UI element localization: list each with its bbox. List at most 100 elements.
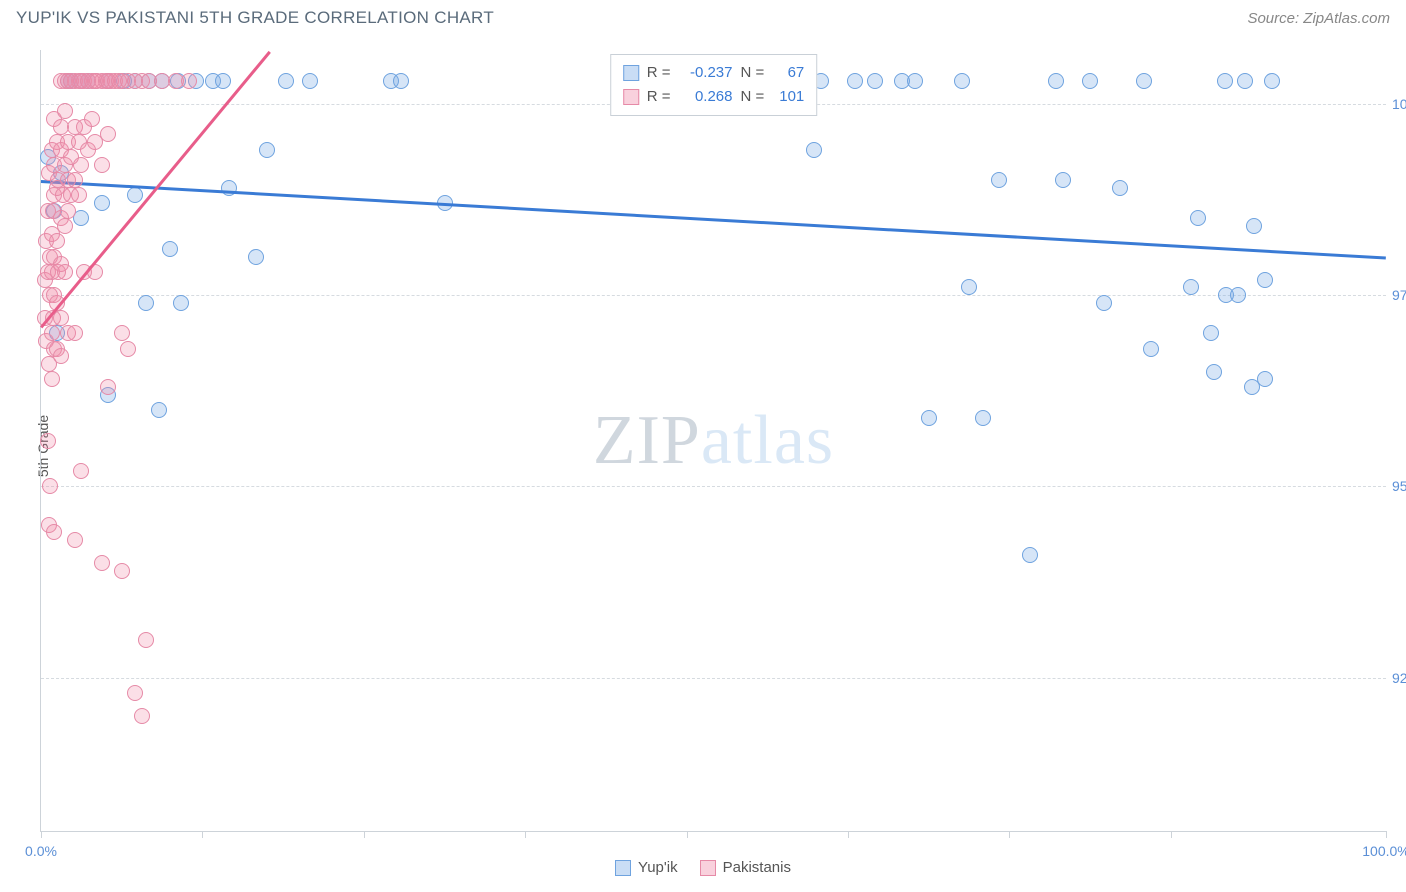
data-point xyxy=(120,341,136,357)
data-point xyxy=(127,685,143,701)
data-point xyxy=(57,264,73,280)
data-point xyxy=(975,410,991,426)
stats-row: R = -0.237 N = 67 xyxy=(623,61,805,85)
data-point xyxy=(278,73,294,89)
y-tick-label: 92.5% xyxy=(1392,670,1406,686)
stats-box: R = -0.237 N = 67 R = 0.268 N = 101 xyxy=(610,54,818,116)
data-point xyxy=(73,463,89,479)
x-tick-label: 0.0% xyxy=(25,843,57,859)
data-point xyxy=(1257,272,1273,288)
data-point xyxy=(847,73,863,89)
data-point xyxy=(73,210,89,226)
stat-r-value: 0.268 xyxy=(679,85,733,109)
data-point xyxy=(259,142,275,158)
data-point xyxy=(867,73,883,89)
data-point xyxy=(67,325,83,341)
legend: Yup'ik Pakistanis xyxy=(0,859,1406,876)
swatch-icon xyxy=(623,89,639,105)
data-point xyxy=(67,532,83,548)
data-point xyxy=(248,249,264,265)
data-point xyxy=(1203,325,1219,341)
data-point xyxy=(53,348,69,364)
data-point xyxy=(1112,180,1128,196)
data-point xyxy=(991,172,1007,188)
legend-item: Pakistanis xyxy=(700,859,791,876)
x-tick-label: 100.0% xyxy=(1362,843,1406,859)
data-point xyxy=(114,563,130,579)
data-point xyxy=(60,203,76,219)
data-point xyxy=(44,325,60,341)
gridline xyxy=(41,678,1386,679)
data-point xyxy=(71,187,87,203)
data-point xyxy=(921,410,937,426)
data-point xyxy=(1183,279,1199,295)
data-point xyxy=(162,241,178,257)
data-point xyxy=(127,187,143,203)
data-point xyxy=(138,632,154,648)
data-point xyxy=(94,195,110,211)
data-point xyxy=(44,371,60,387)
stat-n-value: 67 xyxy=(772,61,804,85)
scatter-plot: 92.5%95.0%97.5%100.0%0.0%100.0% xyxy=(41,50,1386,831)
data-point xyxy=(1237,73,1253,89)
data-point xyxy=(1022,547,1038,563)
data-point xyxy=(151,402,167,418)
data-point xyxy=(1264,73,1280,89)
data-point xyxy=(393,73,409,89)
x-tick xyxy=(848,831,849,838)
data-point xyxy=(114,325,130,341)
legend-label: Pakistanis xyxy=(723,859,791,876)
data-point xyxy=(215,73,231,89)
data-point xyxy=(57,103,73,119)
stat-r-label: R = xyxy=(647,85,671,109)
data-point xyxy=(94,555,110,571)
data-point xyxy=(806,142,822,158)
gridline xyxy=(41,295,1386,296)
data-point xyxy=(1190,210,1206,226)
data-point xyxy=(961,279,977,295)
data-point xyxy=(1246,218,1262,234)
chart-header: YUP'IK VS PAKISTANI 5TH GRADE CORRELATIO… xyxy=(0,0,1406,32)
legend-item: Yup'ik xyxy=(615,859,678,876)
data-point xyxy=(84,111,100,127)
stat-r-value: -0.237 xyxy=(679,61,733,85)
y-tick-label: 100.0% xyxy=(1392,96,1406,112)
data-point xyxy=(100,126,116,142)
stat-n-value: 101 xyxy=(772,85,804,109)
data-point xyxy=(100,379,116,395)
data-point xyxy=(53,310,69,326)
data-point xyxy=(1096,295,1112,311)
data-point xyxy=(134,708,150,724)
data-point xyxy=(138,295,154,311)
swatch-icon xyxy=(623,65,639,81)
data-point xyxy=(1082,73,1098,89)
data-point xyxy=(1055,172,1071,188)
x-tick xyxy=(1009,831,1010,838)
data-point xyxy=(57,218,73,234)
data-point xyxy=(1206,364,1222,380)
x-tick xyxy=(1386,831,1387,838)
data-point xyxy=(46,524,62,540)
data-point xyxy=(1048,73,1064,89)
data-point xyxy=(1143,341,1159,357)
data-point xyxy=(1217,73,1233,89)
y-tick-label: 97.5% xyxy=(1392,287,1406,303)
x-tick xyxy=(41,831,42,838)
chart-title: YUP'IK VS PAKISTANI 5TH GRADE CORRELATIO… xyxy=(16,8,494,28)
data-point xyxy=(40,433,56,449)
data-point xyxy=(181,73,197,89)
data-point xyxy=(94,157,110,173)
swatch-icon xyxy=(615,860,631,876)
stat-n-label: N = xyxy=(741,61,765,85)
legend-label: Yup'ik xyxy=(638,859,678,876)
x-tick xyxy=(687,831,688,838)
data-point xyxy=(67,172,83,188)
data-point xyxy=(1257,371,1273,387)
data-point xyxy=(73,157,89,173)
swatch-icon xyxy=(700,860,716,876)
data-point xyxy=(1230,287,1246,303)
trend-line xyxy=(41,180,1386,259)
x-tick xyxy=(364,831,365,838)
y-tick-label: 95.0% xyxy=(1392,478,1406,494)
stat-n-label: N = xyxy=(741,85,765,109)
